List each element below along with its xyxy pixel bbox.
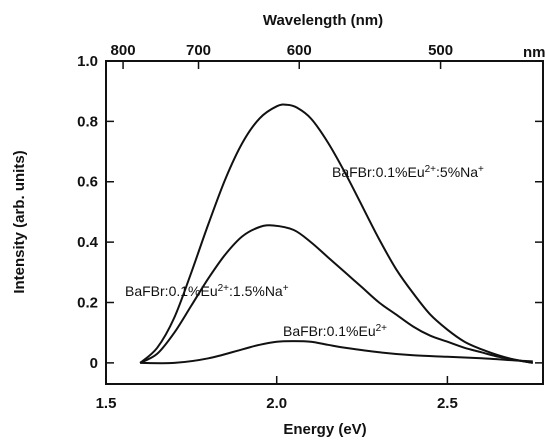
series-label-superscript: 2+ [376, 323, 388, 334]
y-tick-label: 0.6 [77, 174, 98, 191]
series-curves [139, 103, 533, 365]
x-tick-label: 1.5 [96, 395, 117, 412]
series-label-text: BaFBr:0.1%Eu [125, 283, 218, 299]
curve-5pct-na [139, 103, 533, 364]
series-label-1-5pct-na: BaFBr:0.1%Eu2+:1.5%Na+ [125, 283, 289, 300]
curve-1-5pct-na [139, 224, 533, 364]
series-label-superscript: + [283, 283, 289, 294]
top-axis-ticks: 800 700 600 500 [111, 42, 453, 69]
top-tick-label: 700 [186, 42, 211, 59]
x-axis-title: Energy (eV) [283, 421, 366, 438]
top-axis-title: Wavelength (nm) [263, 12, 383, 29]
plot-frame [105, 60, 544, 385]
top-tick-label: 800 [111, 42, 136, 59]
series-label-superscript: 2+ [218, 283, 230, 294]
y-axis-title: Intensity (arb. units) [11, 150, 28, 293]
series-label-superscript: + [478, 164, 484, 175]
x-tick-label: 2.5 [437, 395, 458, 412]
series-label-5pct-na: BaFBr:0.1%Eu2+:5%Na+ [332, 164, 484, 181]
x-axis-ticks: 1.5 2.0 2.5 [96, 376, 458, 412]
series-label-text: BaFBr:0.1%Eu [332, 164, 425, 180]
top-tick-label: 600 [287, 42, 312, 59]
curve-no-na [140, 340, 533, 365]
series-label-text: BaFBr:0.1%Eu [283, 323, 376, 339]
series-labels: BaFBr:0.1%Eu2+:5%Na+BaFBr:0.1%Eu2+:1.5%N… [125, 164, 484, 340]
y-tick-label: 0.4 [77, 234, 99, 251]
y-tick-label: 0 [90, 355, 98, 372]
series-label-no-na: BaFBr:0.1%Eu2+ [283, 323, 387, 340]
series-label-superscript: 2+ [425, 164, 437, 175]
y-tick-label: 0.8 [77, 113, 98, 130]
top-tick-label: 500 [428, 42, 453, 59]
y-tick-label: 1.0 [77, 53, 98, 70]
y-tick-label: 0.2 [77, 294, 98, 311]
y-axis-ticks: 1.0 0.8 0.6 0.4 0.2 0 [77, 53, 543, 372]
series-label-text: :5%Na [436, 164, 478, 180]
x-tick-label: 2.0 [266, 395, 287, 412]
series-label-text: :1.5%Na [229, 283, 283, 299]
top-axis-unit-label: nm [523, 44, 545, 61]
